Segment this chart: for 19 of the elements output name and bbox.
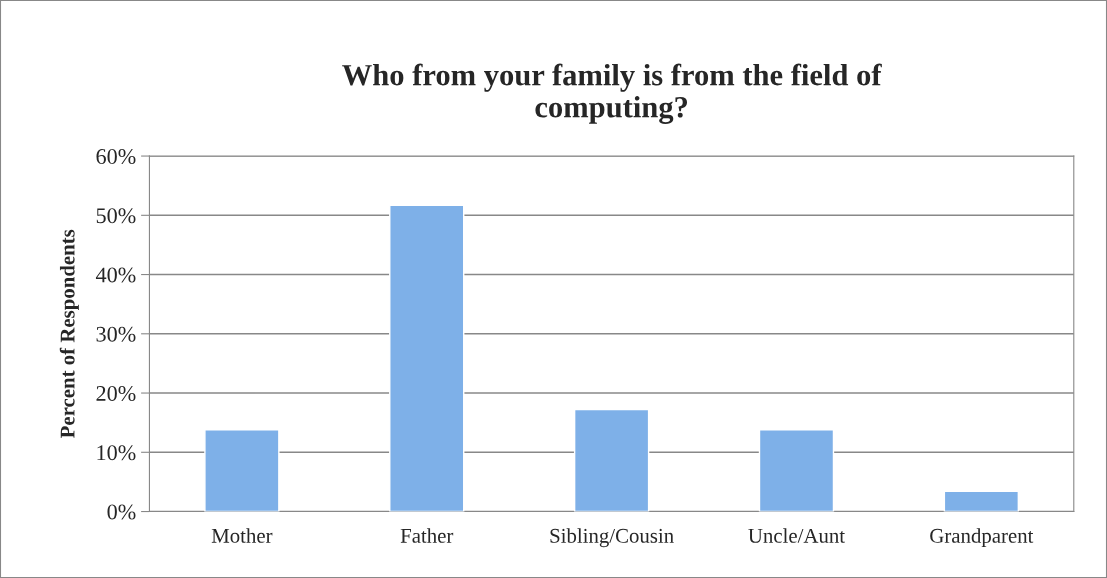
x-tick-label: Father xyxy=(400,528,454,543)
bar xyxy=(573,408,650,512)
x-tick-label: Uncle/Aunt xyxy=(748,528,845,543)
chart-title: Who from your family is from the field of computing? xyxy=(342,63,882,124)
y-tick-label: 0% xyxy=(107,504,136,520)
x-tick-label: Mother xyxy=(211,528,273,543)
y-tick-label: 10% xyxy=(97,445,136,461)
x-tick-label: Grandparent xyxy=(930,528,1034,548)
bar xyxy=(758,429,835,512)
bar xyxy=(943,490,1020,512)
y-tick-label: 30% xyxy=(96,326,136,342)
y-axis-title: Percent of Respondents xyxy=(59,229,79,438)
y-tick-label: 50% xyxy=(96,208,136,224)
bar xyxy=(204,429,280,512)
y-tick-label: 20% xyxy=(96,385,136,402)
y-tick-label: 40% xyxy=(95,267,136,283)
bar xyxy=(389,204,465,512)
x-tick-label: Sibling/Cousin xyxy=(550,528,674,548)
y-tick-label: 60% xyxy=(96,148,136,165)
